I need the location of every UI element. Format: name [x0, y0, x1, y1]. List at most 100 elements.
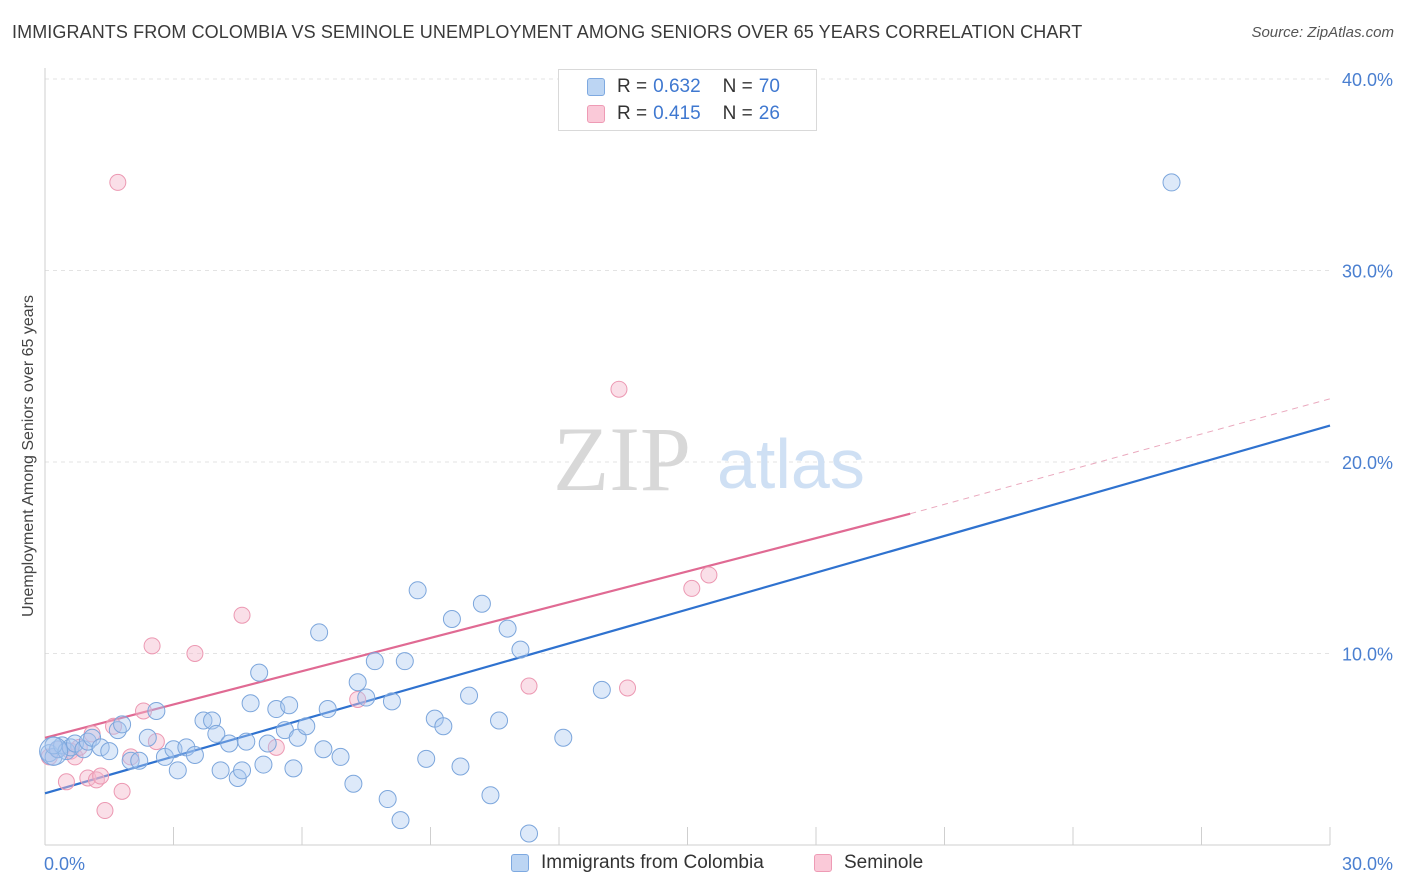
point-colombia: [451, 757, 470, 776]
point-seminole: [96, 802, 114, 820]
point-colombia: [254, 755, 273, 774]
point-colombia: [592, 680, 611, 699]
point-seminole: [109, 173, 127, 191]
point-colombia: [434, 717, 453, 736]
point-colombia: [318, 700, 337, 719]
point-colombia: [395, 652, 414, 671]
legend-swatch-seminole: [587, 105, 605, 123]
point-seminole: [610, 380, 628, 398]
trend-line-seminole: [44, 512, 911, 739]
point-colombia: [378, 790, 397, 809]
point-seminole: [700, 566, 718, 584]
legend-n-label: N =: [722, 76, 753, 97]
legend-label-seminole: Seminole: [844, 852, 924, 873]
point-colombia: [237, 732, 256, 751]
point-colombia: [554, 728, 573, 747]
y-axis-label: Unemployment Among Seniors over 65 years: [20, 295, 37, 617]
point-colombia: [391, 811, 410, 830]
point-colombia: [280, 696, 299, 715]
point-seminole: [186, 645, 204, 662]
point-colombia: [520, 824, 539, 843]
point-seminole: [143, 637, 161, 655]
point-colombia: [331, 747, 350, 766]
point-seminole: [619, 679, 637, 697]
point-seminole: [113, 782, 131, 800]
axes: [44, 68, 1331, 846]
legend-swatch-colombia: [587, 78, 605, 96]
point-colombia: [185, 745, 204, 764]
point-seminole: [520, 677, 538, 695]
y-tick-label: 30.0%: [1342, 262, 1393, 282]
chart-title: IMMIGRANTS FROM COLOMBIA VS SEMINOLE UNE…: [12, 22, 1083, 42]
point-colombia: [417, 749, 436, 768]
point-colombia: [460, 686, 479, 705]
point-seminole: [79, 769, 97, 787]
point-colombia: [344, 774, 363, 793]
point-colombia: [250, 663, 269, 682]
point-colombia: [147, 701, 166, 720]
point-colombia: [348, 673, 367, 692]
point-seminole: [233, 606, 251, 624]
point-seminole: [135, 702, 153, 720]
trend-line-seminole-extension: [910, 398, 1331, 515]
legend-item-colombia: Immigrants from Colombia: [511, 852, 764, 874]
point-colombia: [310, 623, 329, 642]
point-colombia: [498, 619, 517, 638]
point-colombia: [91, 738, 110, 757]
point-seminole: [683, 579, 701, 597]
point-colombia: [382, 692, 401, 711]
source-label: Source: ZipAtlas.com: [1251, 24, 1394, 41]
point-colombia: [1162, 173, 1181, 192]
legend-r-value: 0.415: [653, 103, 701, 124]
trend-line-colombia: [44, 424, 1331, 795]
point-seminole: [92, 767, 110, 785]
point-colombia: [241, 694, 260, 713]
legend-r-value: 0.632: [653, 76, 701, 97]
point-colombia: [258, 734, 277, 753]
point-colombia: [365, 652, 384, 671]
point-colombia: [297, 717, 316, 736]
trend-lines: [44, 398, 1331, 795]
series-colombia-points: [39, 173, 1181, 843]
point-colombia: [357, 688, 376, 707]
legend-r-label: R =: [617, 103, 648, 124]
y-tick-label: 20.0%: [1342, 453, 1393, 473]
legend-n-label: N =: [722, 103, 753, 124]
legend-swatch-colombia: [511, 854, 529, 872]
point-colombia: [207, 724, 226, 743]
point-colombia: [168, 761, 187, 780]
legend-n-value: 26: [758, 103, 780, 124]
point-colombia: [233, 761, 252, 780]
legend-label-colombia: Immigrants from Colombia: [541, 852, 764, 873]
point-colombia: [113, 715, 132, 734]
legend-swatch-seminole: [814, 854, 832, 872]
point-colombia: [130, 751, 149, 770]
point-colombia: [138, 728, 157, 747]
point-colombia: [442, 610, 461, 629]
y-tick-label: 10.0%: [1342, 645, 1393, 665]
series-legend: Immigrants from Colombia Seminole: [0, 852, 1406, 878]
point-seminole: [147, 733, 165, 751]
x-tick-label: 30.0%: [1342, 854, 1393, 874]
point-colombia: [211, 761, 230, 780]
correlation-legend: R = 0.632 N = 70 R = 0.415 N = 26: [558, 69, 817, 131]
legend-row-seminole: R = 0.415 N = 26: [587, 102, 780, 126]
point-colombia: [220, 734, 239, 753]
point-colombia: [100, 742, 119, 761]
legend-n-value: 70: [758, 76, 780, 97]
point-colombia-cluster: [39, 736, 69, 766]
point-colombia: [472, 594, 491, 613]
point-seminole: [267, 738, 285, 756]
point-colombia: [511, 640, 530, 659]
legend-row-colombia: R = 0.632 N = 70: [587, 75, 780, 99]
point-colombia: [481, 786, 500, 805]
point-colombia: [314, 740, 333, 759]
point-seminole: [57, 773, 75, 791]
watermark-atlas: atlas: [717, 425, 865, 503]
watermark-zip: ZIP: [553, 408, 691, 510]
legend-item-seminole: Seminole: [814, 852, 923, 874]
grid-lines: [45, 78, 1330, 654]
point-colombia: [490, 711, 509, 730]
y-tick-label: 40.0%: [1342, 70, 1393, 90]
